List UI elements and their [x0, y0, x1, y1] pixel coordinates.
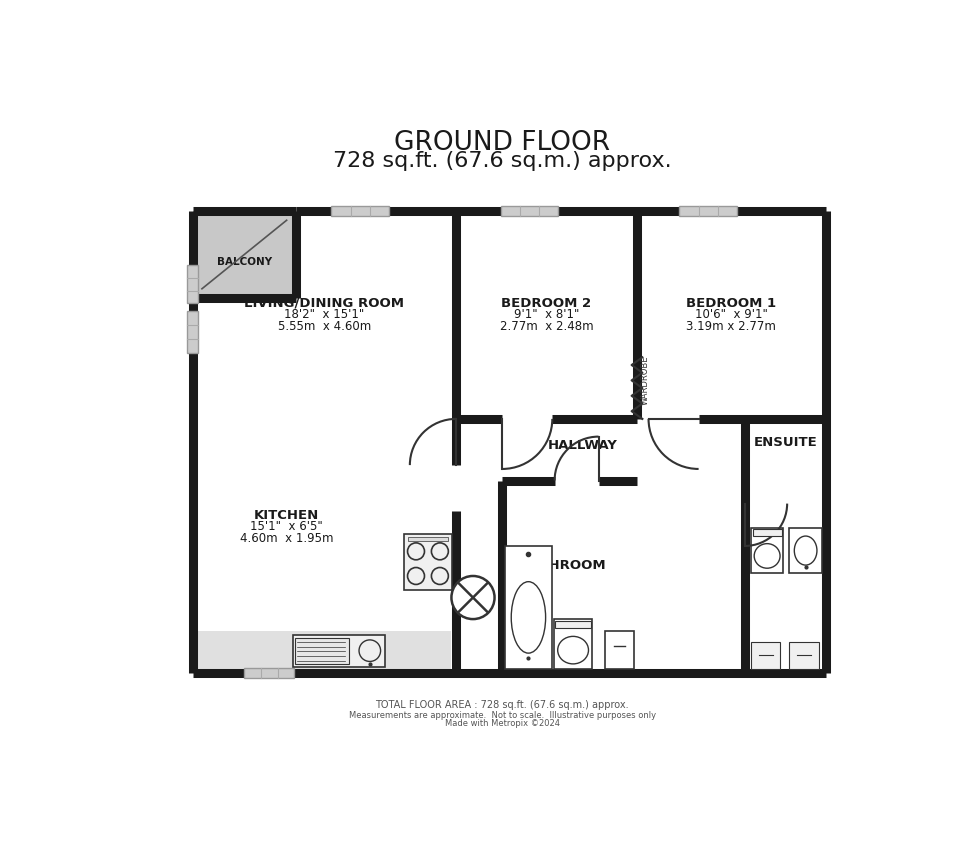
Bar: [505, 546, 553, 669]
Bar: [187, 311, 198, 353]
Bar: [501, 206, 559, 217]
Bar: [197, 630, 451, 669]
Text: GROUND FLOOR: GROUND FLOOR: [394, 130, 611, 157]
Text: 5.55m  x 4.60m: 5.55m x 4.60m: [277, 320, 371, 333]
Bar: [193, 211, 456, 673]
Ellipse shape: [512, 581, 546, 653]
Text: WARDROBE: WARDROBE: [641, 356, 650, 405]
Bar: [295, 637, 349, 664]
Text: 2.77m  x 2.48m: 2.77m x 2.48m: [500, 320, 593, 333]
Bar: [456, 211, 826, 673]
Bar: [751, 528, 783, 573]
Text: 9'1"  x 8'1": 9'1" x 8'1": [514, 309, 579, 322]
Bar: [193, 211, 296, 298]
Text: KITCHEN: KITCHEN: [254, 508, 319, 522]
Text: BEDROOM 1: BEDROOM 1: [686, 297, 776, 310]
Bar: [790, 528, 822, 573]
Text: 3.19m x 2.77m: 3.19m x 2.77m: [686, 320, 776, 333]
Text: 728 sq.ft. (67.6 sq.m.) approx.: 728 sq.ft. (67.6 sq.m.) approx.: [333, 151, 671, 171]
Text: LIVING/DINING ROOM: LIVING/DINING ROOM: [244, 297, 405, 310]
Bar: [556, 621, 591, 629]
Bar: [679, 206, 737, 217]
Circle shape: [452, 576, 495, 619]
Bar: [554, 619, 592, 669]
Bar: [187, 265, 198, 304]
Text: BALCONY: BALCONY: [217, 257, 271, 267]
Ellipse shape: [558, 636, 588, 664]
Bar: [605, 630, 634, 669]
Text: ENSUITE: ENSUITE: [754, 435, 817, 449]
Ellipse shape: [755, 544, 780, 568]
Text: 15'1"  x 6'5": 15'1" x 6'5": [250, 520, 323, 533]
Text: 18'2"  x 15'1": 18'2" x 15'1": [284, 309, 365, 322]
Text: BATHROOM: BATHROOM: [521, 559, 607, 572]
Text: BEDROOM 2: BEDROOM 2: [502, 297, 592, 310]
Bar: [751, 642, 780, 669]
Bar: [790, 642, 818, 669]
Text: Made with Metropix ©2024: Made with Metropix ©2024: [445, 719, 560, 728]
Text: 10'6"  x 9'1": 10'6" x 9'1": [695, 309, 767, 322]
Bar: [331, 206, 389, 217]
Text: 4.60m  x 1.95m: 4.60m x 1.95m: [240, 531, 333, 544]
Bar: [753, 529, 782, 536]
Bar: [405, 534, 452, 590]
Text: HALLWAY: HALLWAY: [548, 439, 618, 452]
Text: Measurements are approximate.  Not to scale.  Illustrative purposes only: Measurements are approximate. Not to sca…: [349, 711, 656, 720]
Bar: [293, 635, 385, 666]
Bar: [409, 537, 449, 541]
Ellipse shape: [795, 536, 817, 565]
Bar: [244, 667, 294, 679]
Text: TOTAL FLOOR AREA : 728 sq.ft. (67.6 sq.m.) approx.: TOTAL FLOOR AREA : 728 sq.ft. (67.6 sq.m…: [375, 700, 629, 710]
